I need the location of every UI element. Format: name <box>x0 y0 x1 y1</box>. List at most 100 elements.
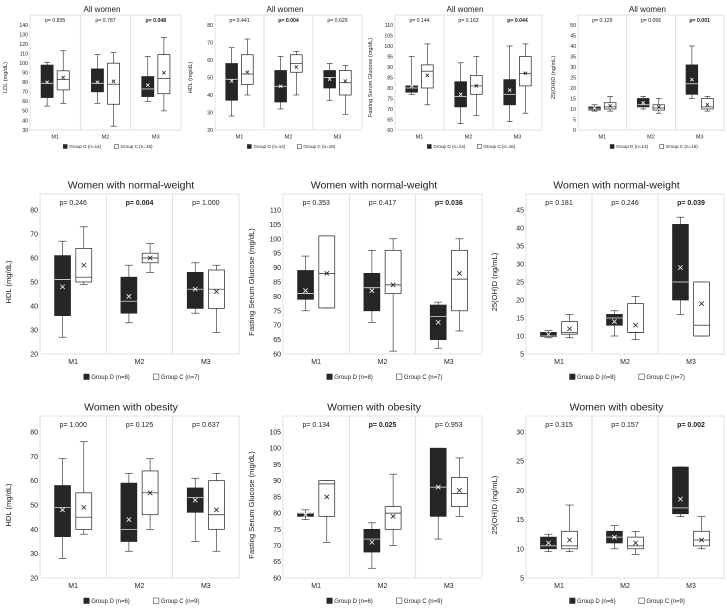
y-tick-label: 35 <box>516 243 524 250</box>
mean-marker <box>245 70 250 75</box>
y-tick-label: 20 <box>516 488 524 495</box>
y-tick-label: 90 <box>273 265 281 272</box>
mean-marker <box>192 497 198 503</box>
mean-marker <box>126 293 132 299</box>
y-tick-label: 80 <box>30 429 38 436</box>
p-value-label: p= 0.157 <box>611 422 639 429</box>
y-tick-label: 75 <box>387 96 393 102</box>
box-group-d <box>54 485 71 537</box>
y-tick-label: 85 <box>273 279 281 286</box>
y-axis-label: Fasting Serum Glucose (mg/dL) <box>247 228 256 336</box>
y-tick-label: 100 <box>269 446 281 453</box>
category-label: M1 <box>68 359 78 366</box>
chart-title: Women with normal-weight <box>311 180 438 192</box>
p-value-label: p= 0.953 <box>435 422 463 429</box>
mean-marker <box>324 270 330 276</box>
y-tick-label: 100 <box>19 61 28 67</box>
box-group-c <box>451 477 468 507</box>
mean-marker <box>147 490 153 496</box>
legend-swatch-group-d <box>326 597 333 604</box>
mean-marker <box>324 494 330 500</box>
legend-label-group-d: Group D (n=8) <box>577 375 616 381</box>
y-tick-label: 65 <box>273 337 281 344</box>
y-tick-label: 45 <box>570 33 576 39</box>
y-tick-label: 50 <box>22 109 28 115</box>
mean-marker <box>213 289 219 295</box>
y-tick-label: 95 <box>273 462 281 469</box>
mean-marker <box>523 71 528 76</box>
y-tick-label: 10 <box>516 546 524 553</box>
box-group-c <box>451 249 468 312</box>
plot-frame <box>39 415 240 579</box>
mean-marker <box>545 331 551 337</box>
y-tick-label: 70 <box>387 107 393 113</box>
mean-marker <box>369 539 375 545</box>
y-tick-label: 30 <box>570 65 576 71</box>
legend-swatch-group-c <box>396 597 403 604</box>
y-axis-label: 25(OH)D (ng/mL) <box>490 252 499 311</box>
p-value-label: p= 0.002 <box>677 422 705 429</box>
box-group-c <box>75 492 93 530</box>
y-tick-label: 80 <box>30 207 38 214</box>
chart-title: Women with obesity <box>570 402 665 414</box>
y-tick-label: 15 <box>570 96 576 102</box>
y-tick-label: 85 <box>273 494 281 501</box>
box-group-c <box>701 98 714 110</box>
y-axis-label: HDL (mg/dL) <box>4 483 13 527</box>
box-group-c <box>157 54 171 95</box>
y-axis-label: 25(OH)D (ng/mL) <box>490 475 499 534</box>
y-tick-label: 80 <box>22 80 28 86</box>
p-value-label: p= 0.044 <box>507 18 528 24</box>
y-tick-label: 40 <box>22 118 28 124</box>
category-label: M3 <box>686 359 696 366</box>
y-tick-label: 95 <box>273 251 281 258</box>
legend-swatch-group-c <box>297 144 302 149</box>
y-tick-label: 30 <box>22 128 28 134</box>
y-axis-label: HDL (mg/dL) <box>4 260 13 304</box>
box-group-d <box>503 79 516 106</box>
box-group-c <box>56 70 70 91</box>
y-tick-label: 105 <box>269 429 281 436</box>
y-tick-label: 20 <box>516 297 524 304</box>
y-tick-label: 15 <box>516 315 524 322</box>
panel-1: All women 30 40 50 60 70 80 90 100 110 120 130 140 LD… <box>3 5 182 149</box>
category-label: M2 <box>620 583 630 590</box>
y-tick-label: 100 <box>269 236 281 243</box>
mean-marker <box>294 65 299 69</box>
y-tick-label: 40 <box>30 527 38 534</box>
category-label: M2 <box>465 135 473 141</box>
panel-7: Women with normal-weight 5 10 15 20 25 30 35 40 4… <box>490 180 725 381</box>
box-group-c <box>519 56 532 87</box>
p-value-label: p= 0.353 <box>302 200 330 207</box>
y-tick-label: 80 <box>387 86 393 92</box>
category-label: M3 <box>696 135 704 141</box>
y-tick-label: 90 <box>22 71 28 77</box>
chart-title: Women with normal-weight <box>553 180 680 192</box>
mean-marker <box>343 79 348 83</box>
y-tick-label: 25 <box>516 279 524 286</box>
legend-swatch-group-c <box>638 597 645 604</box>
box-group-c <box>384 506 402 530</box>
box-group-d <box>40 64 54 98</box>
p-value-label: p= 0.056 <box>641 18 661 24</box>
panel-8: Women with obesity 20 30 40 50 60 70 80 HDL (mg/… <box>4 402 240 605</box>
p-value-label: p= 0.004 <box>126 200 154 207</box>
legend-label-group-c: Group C (n=7) <box>161 375 200 381</box>
legend-swatch-group-c <box>638 373 645 380</box>
mean-marker <box>633 322 639 328</box>
box-group-d <box>672 224 689 301</box>
mean-marker <box>60 507 66 513</box>
mean-marker <box>458 92 463 97</box>
p-value-label: p= 0.181 <box>545 200 573 207</box>
legend-swatch-group-d <box>247 144 252 149</box>
mean-marker <box>608 103 613 108</box>
y-tick-label: 100 <box>384 44 393 50</box>
y-axis-label: Fasting Serum Glucose (mg/dL) <box>368 38 374 117</box>
legend-label-group-d: Group D (n=14) <box>616 144 649 149</box>
mean-marker <box>435 319 441 325</box>
legend-swatch-group-d <box>83 597 90 604</box>
p-value-label: p= 0.835 <box>45 18 65 24</box>
category-label: M1 <box>311 359 321 366</box>
y-tick-label: 90 <box>387 65 393 71</box>
category-label: M2 <box>135 583 145 590</box>
